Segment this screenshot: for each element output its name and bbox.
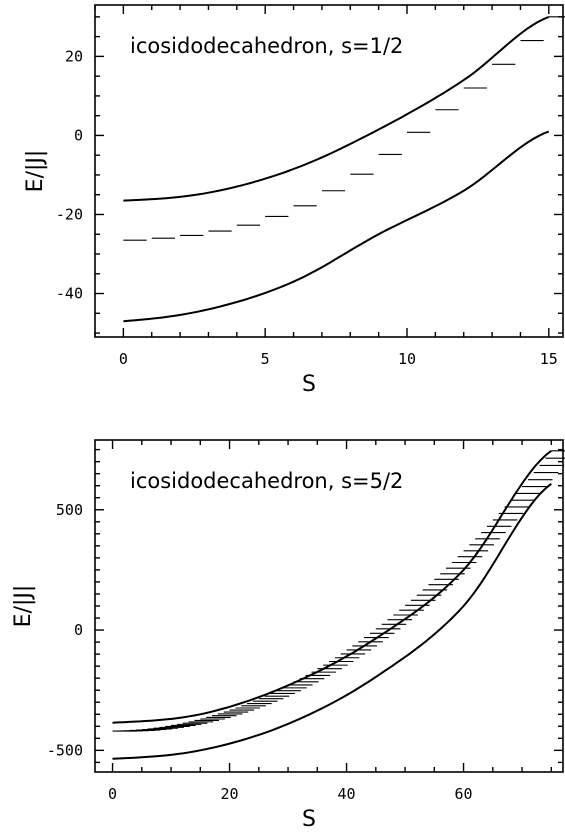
upper-bound-curve [123, 15, 550, 202]
chart-title: icosidodecahedron, s=1/2 [130, 34, 403, 58]
y-axis-label: E/|J| [23, 150, 48, 193]
y-tick-label: 0 [74, 126, 83, 144]
y-tick-label: 0 [74, 621, 83, 639]
lower-bound-curve [123, 130, 550, 323]
x-tick-label: 20 [221, 785, 239, 803]
x-tick-label: 10 [398, 350, 416, 368]
x-tick-label: 15 [540, 350, 558, 368]
x-tick-label: 40 [338, 785, 356, 803]
x-axis-label: S [302, 372, 316, 397]
y-axis-label: E/|J| [11, 585, 36, 628]
x-tick-label: 5 [261, 350, 270, 368]
x-tick-label: 0 [108, 785, 117, 803]
plot-frame [94, 4, 564, 338]
x-axis-label: S [302, 807, 316, 832]
y-tick-label: 20 [65, 47, 83, 65]
bottom-panel: 0 20 40 60 -500 0 500 S E/|J| icosidodecahedron, … [11, 439, 565, 832]
chart-title: icosidodecahedron, s=5/2 [130, 469, 403, 493]
top-panel: 0 5 10 15 -40 -20 0 20 S E/|J| icosidodecahedron, … [23, 4, 565, 397]
y-tick-label: -500 [47, 741, 83, 759]
y-tick-label: -20 [56, 205, 83, 223]
y-tick-label: -40 [56, 285, 83, 303]
x-tick-label: 60 [455, 785, 473, 803]
y-tick-label: 500 [56, 501, 83, 519]
x-tick-label: 0 [119, 350, 128, 368]
upper-bound-curve [112, 450, 552, 724]
lower-bound-curve [112, 483, 552, 760]
